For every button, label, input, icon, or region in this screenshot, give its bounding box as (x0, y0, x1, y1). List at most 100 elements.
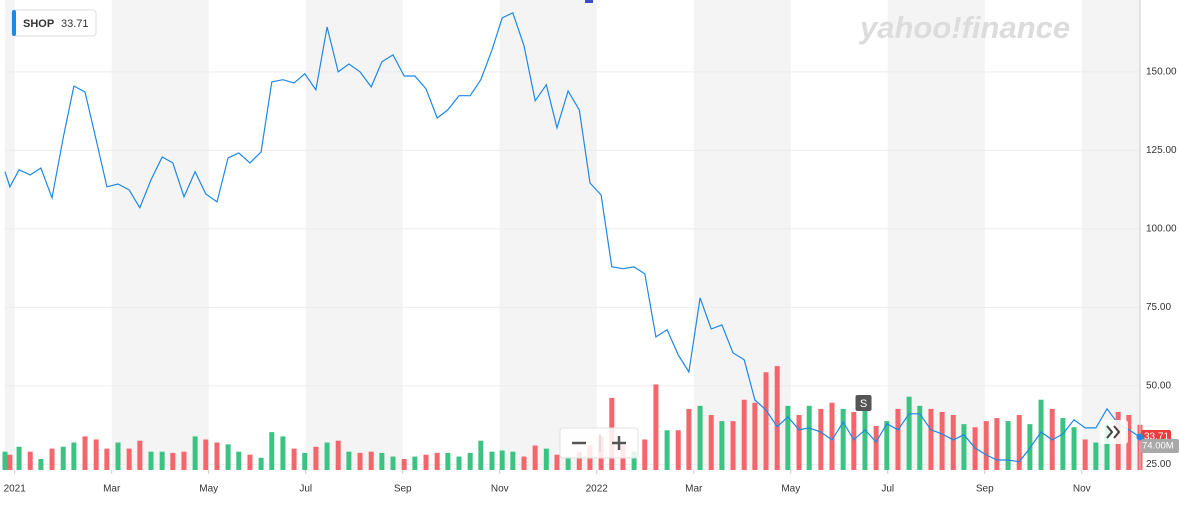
volume-bar (840, 408, 846, 470)
watermark: yahoo!finance (858, 10, 1070, 45)
x-tick-label: Jul (299, 484, 312, 495)
zoom-controls[interactable] (559, 427, 639, 459)
band (499, 0, 597, 470)
volume-bar (214, 442, 220, 470)
band (887, 0, 985, 470)
volume-bar (741, 399, 747, 470)
price: S (4, 11, 1141, 463)
bands (5, 0, 1140, 470)
zoom-box (559, 427, 639, 459)
volume-bar (521, 456, 527, 470)
volume-bar (104, 448, 110, 470)
y-tick-label: 50.00 (1146, 380, 1171, 391)
volume-bar (939, 411, 945, 470)
x-tick-label: 2022 (586, 484, 609, 495)
volume-bar (697, 405, 703, 470)
volume-bar (664, 430, 670, 470)
volume-bar (115, 442, 121, 470)
volume-bar (478, 440, 484, 470)
x-tick-label: Mar (685, 484, 703, 495)
volume-bar (510, 451, 516, 470)
scroll-button[interactable] (1100, 420, 1128, 444)
x-tick-label: Sep (976, 484, 994, 495)
volume-bar (851, 411, 857, 470)
volume-bar (7, 454, 13, 470)
volume-bar (752, 402, 758, 470)
price-line (4, 11, 1141, 463)
price-badge-label: 33.71 (1144, 432, 1169, 443)
last-price: 33.71 (61, 18, 89, 30)
volume-bar (906, 396, 912, 470)
volume-bar (236, 451, 242, 470)
volume-bar (1038, 399, 1044, 470)
symbol: SHOP (23, 18, 54, 30)
volume-bar (346, 451, 352, 470)
band (111, 0, 209, 470)
volume-bar (489, 451, 495, 470)
x-tick-label: May (781, 484, 800, 495)
scroll-box[interactable] (1100, 420, 1128, 444)
volume-bar (335, 440, 341, 470)
volume-bar (27, 451, 33, 470)
volume-bar (258, 457, 264, 470)
volume-bar (269, 432, 275, 470)
volume-bar (49, 448, 55, 470)
volume-bar (532, 445, 538, 470)
volume-bar (884, 421, 890, 470)
volume-bar (71, 442, 77, 470)
y-tick-label: 125.00 (1146, 145, 1177, 156)
x-tick-label: Nov (1073, 484, 1091, 495)
volume-bar (412, 456, 418, 470)
y-tick-label: 25.00 (1146, 459, 1171, 470)
volume-bar (1016, 415, 1022, 470)
volume-bar (653, 384, 659, 470)
volume-bar (785, 405, 791, 470)
volume-bar (247, 454, 253, 470)
volume-bar (631, 451, 637, 470)
volume-bar (1093, 442, 1099, 470)
volume-bar (565, 456, 571, 470)
volume-bar (390, 456, 396, 470)
volume-bar (467, 452, 473, 470)
volume-bar (818, 408, 824, 470)
volume-bar (434, 452, 440, 470)
volume-bar (1104, 424, 1110, 470)
volume-bar (423, 454, 429, 470)
volume-bar (499, 450, 505, 470)
band (5, 0, 15, 470)
volume-bar (961, 424, 967, 470)
volume-bar (983, 421, 989, 470)
volume-bar (225, 444, 231, 470)
volume-badge (1141, 439, 1179, 453)
y-tick-label: 150.00 (1146, 67, 1177, 78)
volume-bar (60, 446, 66, 470)
volume-bar (576, 451, 582, 470)
volume-bar (675, 430, 681, 470)
volume-bar (368, 451, 374, 470)
volume-bar (93, 439, 99, 470)
volume-bar (280, 436, 286, 470)
volume-bar (313, 446, 319, 470)
y-tick-label: 75.00 (1146, 302, 1171, 313)
volume-bar (16, 446, 22, 470)
scroll-icon (1106, 425, 1121, 439)
band (305, 0, 403, 470)
volume-bar (686, 408, 692, 470)
volume-bar (554, 454, 560, 470)
volume-bar (917, 405, 923, 470)
volume-bar (950, 415, 956, 470)
volume-bar (445, 452, 451, 470)
volume-bar (203, 439, 209, 470)
volume-bar (38, 459, 44, 470)
volume-bar (324, 442, 330, 470)
event-badge (855, 395, 872, 411)
volume-bar (862, 408, 868, 470)
volume-bar (401, 459, 407, 470)
volume-bar (873, 426, 879, 470)
volume-bar (302, 452, 308, 470)
volume-bar (192, 436, 198, 470)
event-label: S (860, 398, 867, 410)
volume-bar (708, 415, 714, 470)
